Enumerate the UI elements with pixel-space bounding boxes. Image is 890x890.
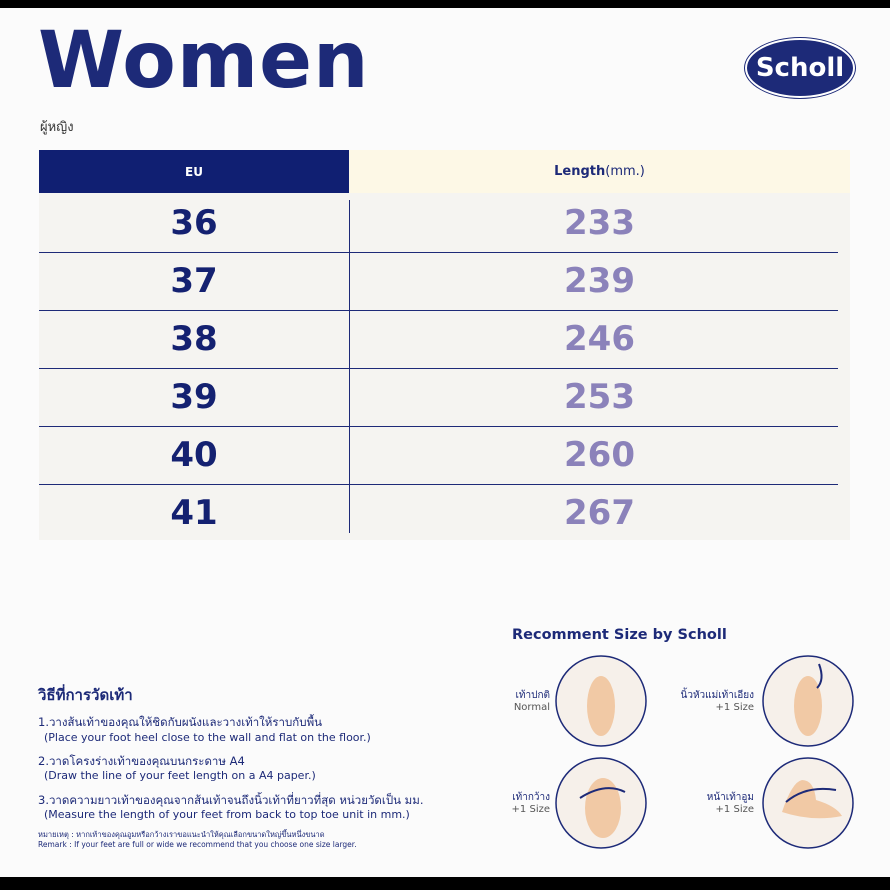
column-header: EU: [39, 150, 349, 193]
row-line: [39, 426, 838, 427]
case-label: หน้าเท้าอูม: [706, 792, 754, 803]
instructions-title: วิธีที่การวัดเท้า: [38, 686, 133, 704]
table-cell: 267: [564, 493, 635, 533]
table-cell: 253: [564, 377, 635, 417]
case-note: Normal: [513, 702, 550, 713]
column-unit: (mm.): [605, 164, 645, 179]
step-en: (Measure the length of your feet from ba…: [44, 808, 410, 821]
column-header: Length (mm.): [349, 150, 850, 193]
table-cell: 233: [564, 203, 635, 243]
table-cell: 39: [170, 377, 218, 417]
recommend-title: Recomment Size by Scholl: [512, 627, 727, 643]
step-th: 1.วางส้นเท้าของคุณให้ชิดกับผนังและวางเท้…: [38, 715, 323, 729]
table-cell: 239: [564, 261, 635, 301]
table-cell: 260: [564, 435, 635, 475]
table-cell: 36: [170, 203, 218, 243]
case-note: +1 Size: [715, 702, 754, 713]
remark-th: หมายเหตุ : หากเท้าของคุณอูมหรือกว้างเราข…: [38, 830, 325, 839]
remark-en: Remark : If your feet are full or wide w…: [38, 840, 357, 849]
case-note: +1 Size: [715, 804, 754, 815]
logo: Scholl: [745, 38, 855, 98]
table-body: 36 233 37 239 38 246 39 253 40 260 41 267: [39, 193, 850, 540]
table-cell: 40: [170, 435, 218, 475]
step-th: 2.วาดโครงร่างเท้าของคุณบนกระดาษ A4: [38, 754, 245, 768]
case-label: เท้าปกติ: [515, 690, 550, 701]
title: Women: [38, 16, 370, 106]
case-label: เท้ากว้าง: [512, 792, 550, 803]
table-cell: 41: [170, 493, 218, 533]
row-line: [39, 368, 838, 369]
table-cell: 37: [170, 261, 218, 301]
column-divider: [349, 200, 350, 533]
row-line: [39, 252, 838, 253]
table-cell: 246: [564, 319, 635, 359]
step-th: 3.วาดความยาวเท้าของคุณจากส้นเท้าจนถึงนิ้…: [38, 793, 424, 807]
bottom-bar: [0, 877, 890, 890]
step-en: (Place your foot heel close to the wall …: [44, 731, 371, 744]
subtitle: ผู้หญิง: [40, 120, 74, 135]
case-note: +1 Size: [511, 804, 550, 815]
top-bar: [0, 0, 890, 8]
row-line: [39, 484, 838, 485]
case-label: นิ้วหัวแม่เท้าเอียง: [680, 690, 755, 701]
column-label: Length: [554, 164, 606, 179]
row-line: [39, 310, 838, 311]
table-cell: 38: [170, 319, 218, 359]
step-en: (Draw the line of your feet length on a …: [44, 769, 316, 782]
